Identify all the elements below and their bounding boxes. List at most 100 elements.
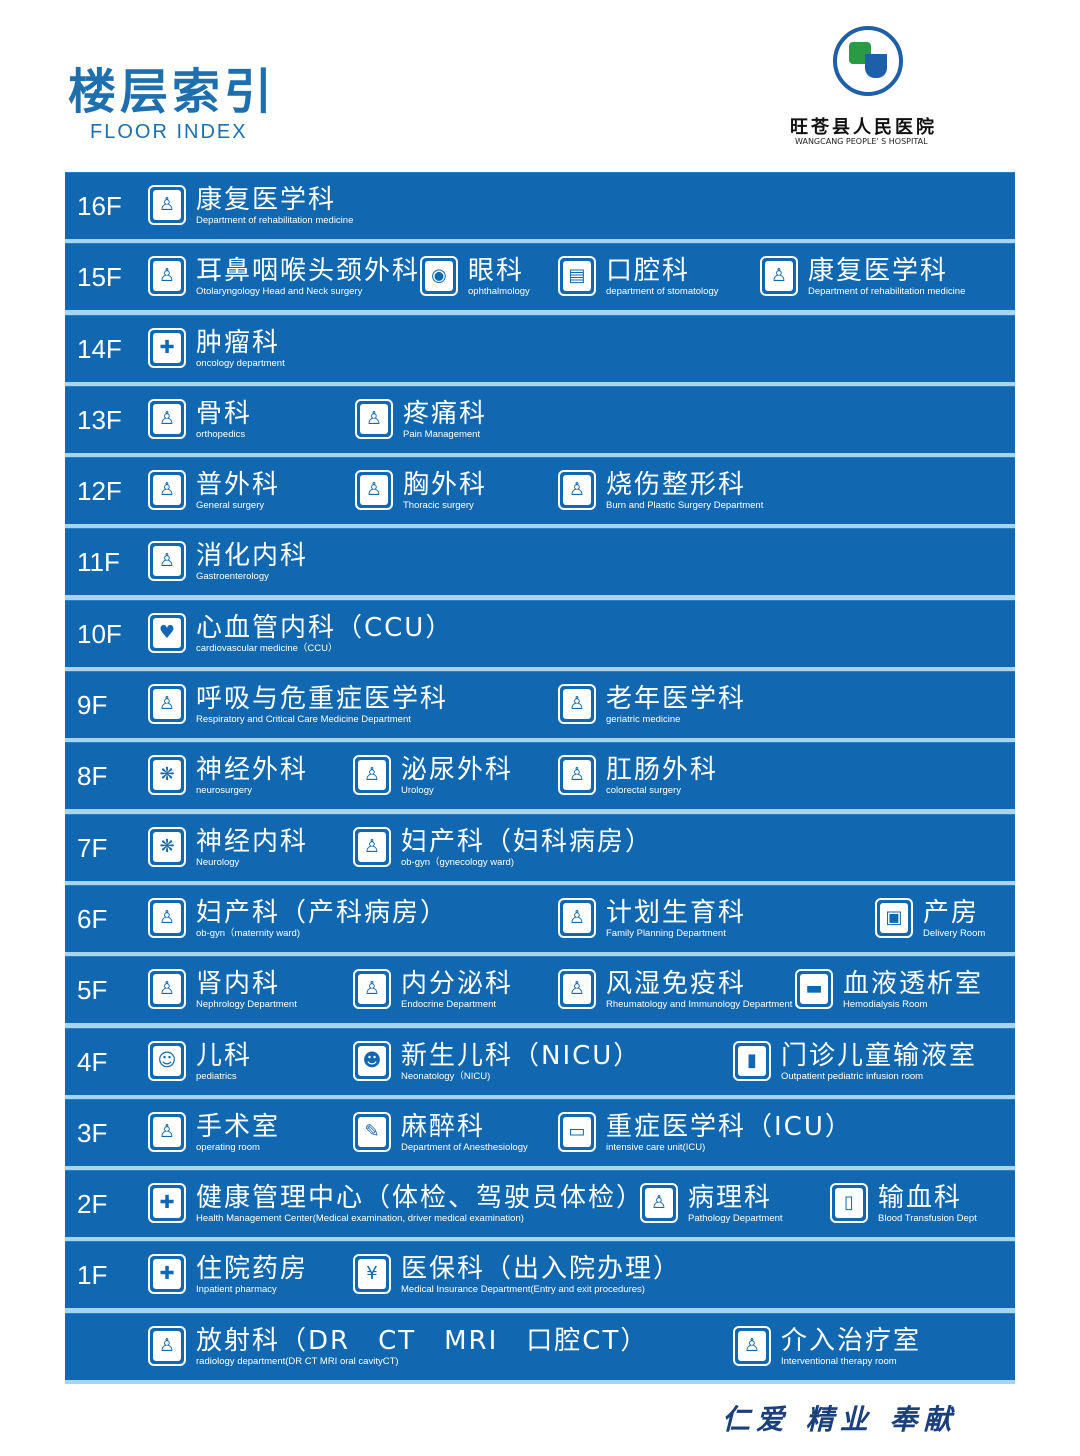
pathology-icon: ♙: [640, 1183, 678, 1224]
floor-row: 6F ♙ 妇产科（产科病房） ob-gyn（maternity ward) ♙ 计划生育科…: [65, 884, 1015, 952]
department-name-en: Burn and Plastic Surgery Department: [606, 500, 764, 512]
kidney-icon: ♙: [148, 969, 186, 1010]
floor-row: 4F ☺ 儿科 pediatrics ☻ 新生儿科（NICU） Neonatology（NI…: [65, 1027, 1015, 1095]
department-item: ♙ 妇产科（妇科病房） ob-gyn（gynecology ward): [353, 826, 653, 869]
page-subtitle: FLOOR INDEX: [90, 121, 248, 143]
department-item: ¥ 医保科（出入院办理） Medical Insurance Department(…: [353, 1254, 681, 1296]
department-name-en: Family Planning Department: [606, 927, 726, 939]
department-name: 骨科: [196, 398, 253, 429]
floor-label: 2F: [77, 1189, 108, 1220]
burn-icon: ♙: [558, 470, 596, 511]
department-name-en: Urology: [401, 785, 434, 797]
floor-label: 8F: [77, 761, 108, 792]
floor-row: 5F ♙ 肾内科 Nephrology Department ♙ 内分泌科 Endocrin…: [65, 956, 1015, 1024]
department-name: 口腔科: [606, 256, 691, 287]
heart-icon: ♥: [148, 612, 186, 653]
department-item: ♙ 耳鼻咽喉头颈外科 Otolaryngology Head and Neck su…: [148, 256, 420, 298]
department-item: ▯ 输血科 Blood Transfusion Dept: [830, 1183, 977, 1225]
department-name-en: General surgery: [196, 500, 265, 512]
department-name-en: geriatric medicine: [606, 714, 681, 726]
floor-label: 12F: [77, 476, 122, 507]
department-name-en: Outpatient pediatric infusion room: [781, 1070, 924, 1082]
colorectal-icon: ♙: [558, 755, 596, 796]
blood-bag-icon: ▯: [830, 1183, 868, 1224]
department-item: ✚ 肿瘤科 oncology department: [148, 327, 285, 370]
floor-label: 10F: [77, 618, 122, 649]
chest-icon: ♙: [355, 470, 393, 511]
department-item: ♙ 肾内科 Nephrology Department: [148, 969, 297, 1011]
department-name-en: colorectal surgery: [606, 785, 681, 797]
department-item: ◉ 眼科 ophthalmology: [420, 256, 530, 298]
floor-row: 16F ♙ 康复医学科 Department of rehabilitation me…: [65, 172, 1015, 239]
elderly-icon: ♙: [558, 684, 596, 725]
department-name-en: Endocrine Department: [401, 999, 497, 1011]
department-item: ♙ 风湿免疫科 Rheumatology and Immunology Depart…: [558, 969, 792, 1011]
endocrine-icon: ♙: [353, 969, 391, 1010]
department-name: 儿科: [196, 1040, 253, 1071]
department-name-en: Hemodialysis Room: [843, 999, 928, 1011]
floor-label: 9F: [77, 690, 108, 721]
floor-row: 9F ♙ 呼吸与危重症医学科 Respiratory and Critical Car…: [65, 671, 1015, 739]
operating-icon: ♙: [148, 1111, 186, 1152]
floor-label: 1F: [77, 1260, 108, 1291]
department-name-en: department of stomatology: [606, 286, 719, 298]
department-name: 新生儿科（NICU）: [401, 1040, 642, 1071]
department-name: 神经外科: [196, 755, 309, 786]
surgery-icon: ♙: [148, 470, 186, 511]
hospital-name-en: WANGCANG PEOPLE' S HOSPITAL: [795, 137, 928, 146]
department-name: 内分泌科: [401, 969, 514, 1000]
department-name: 疼痛科: [403, 398, 488, 429]
syringe-icon: ✎: [353, 1111, 391, 1152]
department-name: 肛肠外科: [606, 755, 719, 786]
floor-row: 12F ♙ 普外科 General surgery ♙ 胸外科 Thoracic surge…: [65, 457, 1015, 525]
floor-board: 16F ♙ 康复医学科 Department of rehabilitation me…: [65, 172, 1015, 1385]
floor-label: 4F: [77, 1046, 108, 1077]
rehabilitation-icon: ♙: [760, 256, 798, 297]
department-name: 肾内科: [196, 969, 281, 1000]
department-name-en: ob-gyn（gynecology ward): [401, 856, 515, 868]
department-name-en: Otolaryngology Head and Neck surgery: [196, 286, 363, 298]
department-name-en: Pathology Department: [688, 1213, 783, 1225]
department-name-en: operating room: [196, 1141, 260, 1153]
department-name: 耳鼻咽喉头颈外科: [196, 256, 421, 287]
department-item: ♙ 内分泌科 Endocrine Department: [353, 969, 513, 1011]
department-item: ❋ 神经内科 Neurology: [148, 826, 308, 869]
department-item: ▣ 产房 Delivery Room: [875, 897, 986, 940]
department-name: 消化内科: [196, 541, 309, 572]
floor-label: 14F: [77, 333, 122, 364]
department-name-en: Health Management Center(Medical examina…: [196, 1213, 524, 1225]
insurance-icon: ¥: [353, 1254, 391, 1295]
immunology-icon: ♙: [558, 969, 596, 1010]
floor-label: 15F: [77, 262, 122, 293]
department-item: ♥ 心血管内科（CCU） cardiovascular medicine（CCU）: [148, 612, 453, 655]
department-name: 肿瘤科: [196, 327, 281, 358]
department-name-en: ophthalmology: [468, 286, 530, 298]
department-item: ▬ 血液透析室 Hemodialysis Room: [795, 969, 983, 1011]
department-item: ♙ 康复医学科 Department of rehabilitation medic…: [760, 256, 965, 298]
page-title: 楼层索引: [68, 64, 277, 120]
floor-row: 3F ♙ 手术室 operating room ✎ 麻醉科 Department of An…: [65, 1098, 1015, 1166]
department-name: 风湿免疫科: [606, 969, 747, 1000]
rehabilitation-icon: ♙: [148, 185, 186, 225]
department-name-en: Department of Anesthesiology: [401, 1141, 528, 1153]
teeth-icon: ▤: [558, 256, 596, 297]
department-name: 康复医学科: [808, 256, 949, 287]
family-icon: ♙: [558, 897, 596, 938]
department-item: ✚ 住院药房 Inpatient pharmacy: [148, 1254, 308, 1296]
department-item: ♙ 计划生育科 Family Planning Department: [558, 897, 746, 940]
department-name: 健康管理中心（体检、驾驶员体检）: [196, 1183, 645, 1214]
department-item: ▮ 门诊儿童输液室 Outpatient pediatric infusion ro…: [733, 1040, 977, 1083]
hospital-name: 旺苍县人民医院: [790, 117, 937, 138]
floor-row: 8F ❋ 神经外科 neurosurgery ♙ 泌尿外科 Urology ♙ 肛肠外科 colo…: [65, 742, 1015, 810]
department-name: 住院药房: [196, 1254, 309, 1285]
department-item: ▭ 重症医学科（ICU） intensive care unit(ICU): [558, 1111, 853, 1154]
floor-row: 1F ✚ 住院药房 Inpatient pharmacy ¥ 医保科（出入院办理） Medi…: [65, 1241, 1015, 1309]
department-item: ♙ 肛肠外科 colorectal surgery: [558, 755, 718, 797]
department-name-en: Delivery Room: [923, 927, 986, 939]
floor-row: 2F ✚ 健康管理中心（体检、驾驶员体检） Health Management Cen…: [65, 1170, 1015, 1238]
hospital-logo: [833, 26, 903, 96]
department-name: 医保科（出入院办理）: [401, 1254, 682, 1285]
department-name-en: Respiratory and Critical Care Medicine D…: [196, 714, 411, 726]
department-name: 烧伤整形科: [606, 470, 747, 501]
department-name-en: neurosurgery: [196, 785, 252, 797]
